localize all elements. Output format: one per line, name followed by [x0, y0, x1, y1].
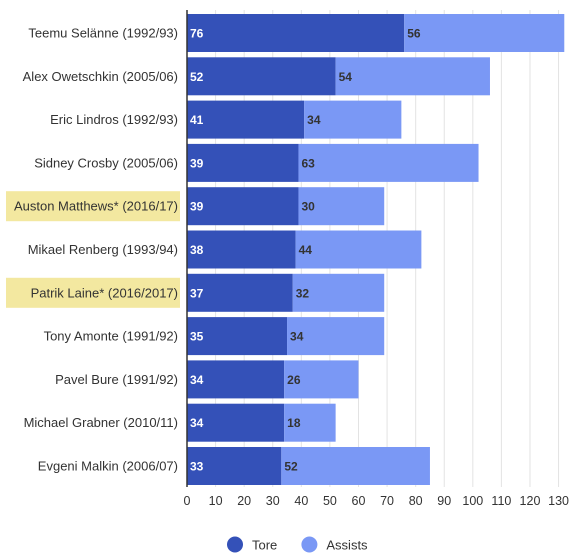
bar-assists-sidney-crosby-2005-06: [298, 143, 479, 182]
value-label-assists-pavel-bure-1991-92: 26: [287, 373, 301, 387]
category-label-evgeni-malkin-2006-07: Evgeni Malkin (2006/07): [38, 459, 178, 474]
value-label-tore-patrik-laine-2016-2017: 37: [190, 286, 204, 300]
bar-assists-mikael-renberg-1993-94: [295, 230, 422, 269]
bar-tore-mikael-renberg-1993-94: [187, 230, 296, 269]
x-tick-label-10: 10: [209, 494, 223, 508]
value-label-tore-pavel-bure-1991-92: 34: [190, 373, 204, 387]
category-label-alex-owetschkin-2005-06: Alex Owetschkin (2005/06): [23, 69, 178, 84]
bar-assists-evgeni-malkin-2006-07: [281, 447, 430, 485]
x-tick-label-70: 70: [380, 494, 394, 508]
bar-tore-auston-matthews-2016-17: [187, 187, 299, 226]
bar-tore-patrik-laine-2016-2017: [187, 273, 293, 312]
value-label-assists-michael-grabner-2010-11: 18: [287, 416, 301, 430]
bar-assists-patrik-laine-2016-2017: [292, 273, 385, 312]
bar-tore-sidney-crosby-2005-06: [187, 143, 299, 182]
legend-label-assists: Assists: [326, 538, 368, 553]
value-label-tore-tony-amonte-1991-92: 35: [190, 330, 204, 344]
bar-assists-eric-lindros-1992-93: [304, 100, 402, 139]
value-label-tore-michael-grabner-2010-11: 34: [190, 416, 204, 430]
value-label-tore-auston-matthews-2016-17: 39: [190, 200, 204, 214]
legend-label-tore: Tore: [252, 538, 277, 553]
category-label-sidney-crosby-2005-06: Sidney Crosby (2005/06): [34, 155, 178, 170]
highlight-auston-matthews-2016-17: [6, 191, 180, 222]
value-label-tore-evgeni-malkin-2006-07: 33: [190, 460, 204, 474]
value-label-assists-alex-owetschkin-2005-06: 54: [339, 70, 353, 84]
category-label-mikael-renberg-1993-94: Mikael Renberg (1993/94): [28, 242, 178, 257]
x-tick-label-0: 0: [184, 494, 191, 508]
value-label-assists-teemu-sel-nne-1992-93: 56: [407, 27, 421, 41]
bar-assists-teemu-sel-nne-1992-93: [404, 14, 565, 52]
value-label-assists-eric-lindros-1992-93: 34: [307, 113, 321, 127]
x-tick-label-90: 90: [437, 494, 451, 508]
value-label-assists-mikael-renberg-1993-94: 44: [299, 243, 313, 257]
value-label-tore-eric-lindros-1992-93: 41: [190, 113, 204, 127]
legend-swatch-tore: [227, 536, 243, 553]
x-tick-label-40: 40: [294, 494, 308, 508]
bar-tore-teemu-sel-nne-1992-93: [187, 14, 405, 52]
x-tick-label-100: 100: [462, 494, 483, 508]
category-label-eric-lindros-1992-93: Eric Lindros (1992/93): [50, 112, 178, 127]
legend: Tore Assists: [227, 536, 368, 553]
category-label-michael-grabner-2010-11: Michael Grabner (2010/11): [24, 415, 178, 430]
value-label-assists-evgeni-malkin-2006-07: 52: [284, 460, 298, 474]
category-labels: Teemu Selänne (1992/93) Alex Owetschkin (…: [14, 26, 178, 474]
bar-assists-pavel-bure-1991-92: [284, 360, 359, 399]
value-label-assists-auston-matthews-2016-17: 30: [301, 200, 315, 214]
bar-tore-tony-amonte-1991-92: [187, 317, 288, 356]
category-highlights: [6, 191, 180, 308]
highlight-patrik-laine-2016-2017: [6, 277, 180, 308]
x-tick-label-60: 60: [352, 494, 366, 508]
legend-swatch-assists: [301, 536, 318, 553]
bar-tore-eric-lindros-1992-93: [187, 100, 305, 139]
bar-tore-michael-grabner-2010-11: [187, 403, 285, 442]
bar-tore-alex-owetschkin-2005-06: [187, 57, 336, 96]
value-label-tore-alex-owetschkin-2005-06: 52: [190, 70, 204, 84]
x-tick-label-80: 80: [409, 494, 423, 508]
x-tick-label-30: 30: [266, 494, 280, 508]
value-label-tore-teemu-sel-nne-1992-93: 76: [190, 27, 204, 41]
value-label-tore-mikael-renberg-1993-94: 38: [190, 243, 204, 257]
category-label-pavel-bure-1991-92: Pavel Bure (1991/92): [55, 372, 178, 387]
bars: 76 56 52 54 41 34 39 63 39 30 38 44 37 32 35 34 34 26 34 18…: [187, 14, 565, 485]
value-label-assists-patrik-laine-2016-2017: 32: [296, 286, 310, 300]
category-label-auston-matthews-2016-17: Auston Matthews* (2016/17): [14, 199, 178, 214]
bar-tore-evgeni-malkin-2006-07: [187, 447, 282, 485]
x-tick-label-20: 20: [237, 494, 251, 508]
category-label-teemu-sel-nne-1992-93: Teemu Selänne (1992/93): [28, 26, 178, 41]
value-label-assists-tony-amonte-1991-92: 34: [290, 330, 304, 344]
bar-tore-pavel-bure-1991-92: [187, 360, 285, 399]
x-tick-label-50: 50: [323, 494, 337, 508]
bar-assists-tony-amonte-1991-92: [287, 317, 385, 356]
category-label-tony-amonte-1991-92: Tony Amonte (1991/92): [44, 329, 178, 344]
x-tick-label-130: 130: [548, 494, 569, 508]
bar-assists-michael-grabner-2010-11: [284, 403, 336, 442]
value-label-tore-sidney-crosby-2005-06: 39: [190, 156, 204, 170]
category-label-patrik-laine-2016-2017: Patrik Laine* (2016/2017): [31, 285, 178, 300]
bar-assists-alex-owetschkin-2005-06: [335, 57, 490, 96]
x-tick-label-110: 110: [491, 494, 511, 508]
x-tick-label-120: 120: [520, 494, 541, 508]
value-label-assists-sidney-crosby-2005-06: 63: [301, 156, 315, 170]
x-tick-labels: 0 10 20 30 40 50 60 70 80 90 100 110 120 130: [184, 494, 570, 508]
bar-assists-auston-matthews-2016-17: [298, 187, 385, 226]
